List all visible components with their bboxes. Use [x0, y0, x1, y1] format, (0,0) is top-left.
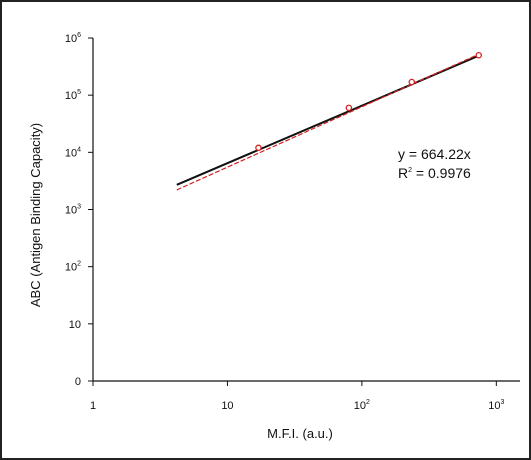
x-axis-label: M.F.I. (a.u.) — [267, 426, 333, 441]
x-tick-label-1: 10 — [221, 400, 233, 412]
y-tick-label-3: 103 — [65, 204, 81, 217]
y-tick-label-0: 0 — [75, 376, 81, 388]
equation-annotation: y = 664.22x R2 = 0.9976 — [398, 146, 471, 181]
data-point — [408, 78, 416, 86]
r-squared-text: R2 = 0.9976 — [398, 165, 471, 181]
x-tick-label-2: 102 — [354, 399, 370, 412]
x-tick-label-3: 103 — [488, 399, 504, 412]
data-point — [255, 144, 262, 152]
y-tick-label-3-base: 10 — [65, 205, 77, 217]
y-tick-label-4-exponent: 4 — [77, 146, 81, 153]
data-points — [255, 51, 482, 152]
y-tick-label-6: 106 — [65, 32, 81, 45]
trend-line — [176, 53, 479, 191]
r-squared-symbol: R — [398, 165, 408, 181]
y-tick-label-1-base: 10 — [69, 319, 81, 331]
x-tick-label-2-exponent: 2 — [366, 399, 370, 406]
y-tick-label-6-exponent: 6 — [77, 32, 81, 39]
y-tick-label-2: 102 — [65, 261, 81, 274]
y-axis-label: ABC (Antigen Binding Capacity) — [28, 123, 43, 307]
y-tick-label-0-base: 0 — [75, 376, 81, 388]
x-tick-label-3-exponent: 3 — [500, 399, 504, 406]
x-tick-label-3-base: 10 — [488, 400, 500, 412]
x-tick-label-0-base: 1 — [90, 400, 96, 412]
data-point — [345, 104, 353, 112]
axes — [92, 38, 520, 382]
x-ticks: 1 10 102 103 — [90, 381, 504, 412]
fit-lines — [176, 53, 480, 191]
r-squared-exponent: 2 — [408, 167, 412, 174]
r-squared-value: = 0.9976 — [412, 165, 471, 181]
y-tick-label-3-exponent: 3 — [77, 204, 81, 211]
y-tick-label-2-exponent: 2 — [77, 261, 81, 268]
y-tick-label-2-base: 10 — [65, 262, 77, 274]
equation-text: y = 664.22x — [398, 146, 471, 162]
y-tick-label-5-exponent: 5 — [77, 89, 81, 96]
y-tick-label-4-base: 10 — [65, 147, 77, 159]
y-tick-label-6-base: 10 — [65, 33, 77, 45]
y-tick-label-5-base: 10 — [65, 90, 77, 102]
x-tick-label-0: 1 — [90, 400, 96, 412]
x-tick-label-2-base: 10 — [354, 400, 366, 412]
x-tick-label-1-base: 10 — [221, 400, 233, 412]
y-tick-label-1: 10 — [69, 319, 81, 331]
y-tick-label-5: 105 — [65, 89, 81, 102]
data-point — [475, 51, 482, 59]
y-tick-label-4: 104 — [65, 146, 81, 159]
